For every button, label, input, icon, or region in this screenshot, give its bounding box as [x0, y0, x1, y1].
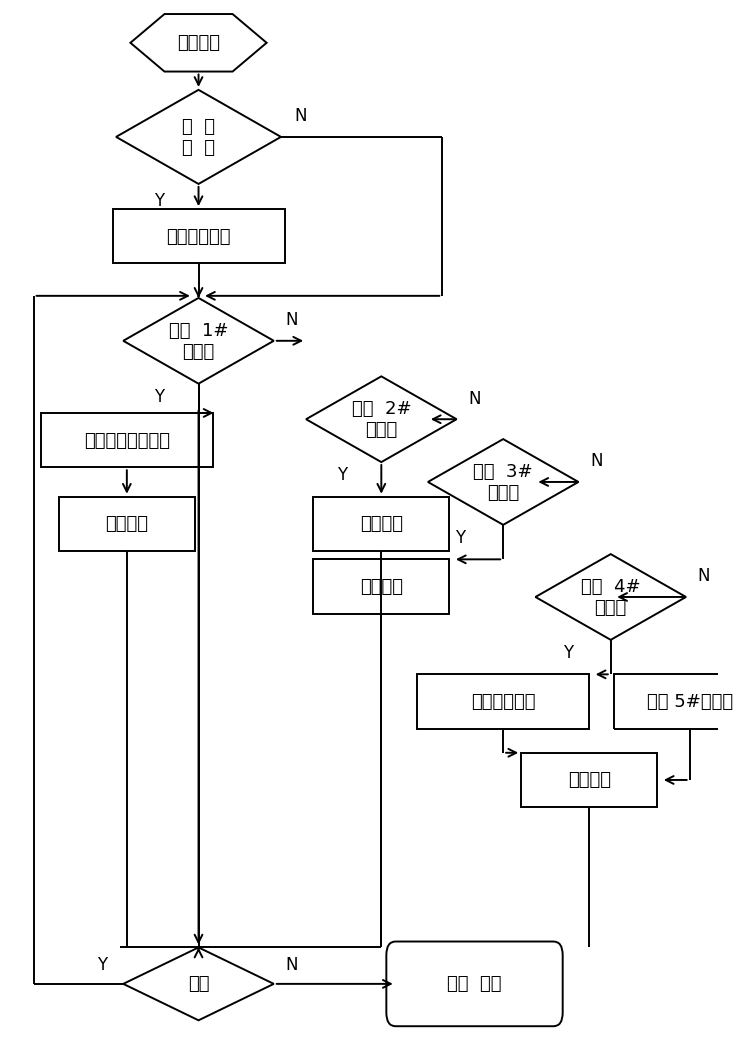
Bar — [58, 497, 195, 551]
Text: Y: Y — [562, 643, 572, 661]
Bar — [112, 210, 285, 264]
Text: 配光计算: 配光计算 — [359, 577, 403, 595]
Bar — [313, 497, 449, 551]
Text: 是  否
标  定: 是 否 标 定 — [182, 117, 215, 156]
Bar — [41, 413, 213, 467]
Text: Y: Y — [154, 192, 164, 210]
Text: 照度计算: 照度计算 — [359, 515, 403, 533]
Bar — [613, 675, 739, 728]
Text: Y: Y — [97, 956, 106, 974]
Text: N: N — [590, 453, 602, 471]
Text: 选择  2#
子系统: 选择 2# 子系统 — [351, 400, 411, 439]
Text: Y: Y — [336, 466, 347, 484]
Text: 选择  4#
子系统: 选择 4# 子系统 — [580, 577, 640, 616]
Bar — [417, 675, 588, 728]
Text: N: N — [285, 956, 298, 974]
Text: 系统  终止: 系统 终止 — [447, 975, 501, 992]
Text: 选择  1#
子系统: 选择 1# 子系统 — [168, 322, 228, 361]
Text: 日照计算: 日照计算 — [567, 771, 610, 789]
Text: 眩光计算: 眩光计算 — [105, 515, 149, 533]
Text: N: N — [697, 567, 709, 585]
Text: 系统标定过程: 系统标定过程 — [166, 227, 231, 245]
Text: Y: Y — [154, 388, 164, 406]
Bar — [520, 752, 657, 807]
Text: 系统开始: 系统开始 — [177, 35, 219, 52]
Text: 选择  3#
子系统: 选择 3# 子系统 — [473, 463, 533, 502]
Text: 亮度、色坐标计算: 亮度、色坐标计算 — [84, 432, 170, 450]
Text: 进入 5#子系统: 进入 5#子系统 — [646, 693, 732, 711]
Bar — [313, 560, 449, 614]
Text: Y: Y — [454, 528, 465, 547]
Text: N: N — [468, 390, 480, 408]
Text: 采光系数计算: 采光系数计算 — [471, 693, 535, 711]
Text: 返回: 返回 — [188, 975, 209, 992]
Text: N: N — [294, 107, 306, 126]
Text: N: N — [285, 311, 298, 329]
